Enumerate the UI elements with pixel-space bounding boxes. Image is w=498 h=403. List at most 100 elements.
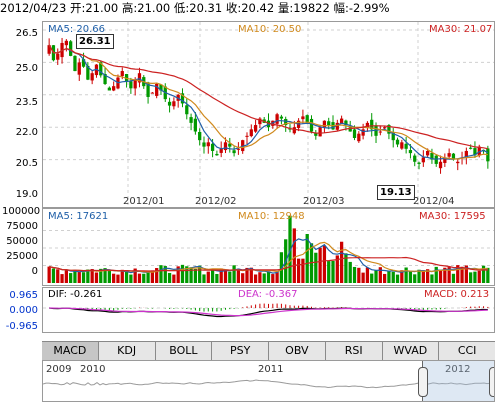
candle-body <box>155 84 159 96</box>
open-label: 开: <box>69 1 86 15</box>
ma5-legend: MA5: 20.66 <box>48 24 106 35</box>
navigator-selection[interactable] <box>422 361 494 401</box>
candle-body <box>159 84 163 91</box>
candle-body <box>357 133 361 142</box>
dif-legend: DIF: -0.261 <box>48 289 103 300</box>
volume-bar <box>60 274 64 283</box>
candle-body <box>322 120 327 128</box>
volume-bar <box>413 274 417 283</box>
volume-bar <box>116 274 120 283</box>
tab-cci[interactable]: CCI <box>439 342 495 360</box>
candle-body <box>426 150 430 156</box>
volume-bar <box>275 272 279 283</box>
volume-bar <box>434 266 438 283</box>
volume-bar <box>477 270 481 283</box>
volume-bar <box>296 258 301 283</box>
candle-body <box>305 115 309 123</box>
candle-body <box>56 53 60 60</box>
tab-wvad[interactable]: WVAD <box>382 342 440 360</box>
dea-legend: DEA: -0.367 <box>238 289 298 300</box>
nav-year-label: 2011 <box>258 364 284 375</box>
macd-chart-panel[interactable]: DIF: -0.261 DEA: -0.367 MACD: 0.213 <box>42 287 495 333</box>
volume-bar <box>64 270 68 283</box>
volume-bar <box>137 273 142 283</box>
tab-psy[interactable]: PSY <box>212 342 269 360</box>
ma5-line <box>48 44 489 160</box>
tab-obv[interactable]: OBV <box>269 342 326 360</box>
dif-line <box>49 307 488 318</box>
candle-body <box>408 150 413 154</box>
timeline-navigator[interactable]: 2009 2010 2011 2012 <box>42 360 495 402</box>
volume-bar <box>185 266 189 283</box>
volume-bar <box>120 269 124 283</box>
volume-bar <box>395 274 400 283</box>
candle-body <box>206 142 210 147</box>
candle-body <box>223 142 228 151</box>
candle-body <box>90 73 94 81</box>
volume-bar <box>223 270 228 283</box>
candle-body <box>413 155 417 162</box>
tab-macd[interactable]: MACD <box>42 342 99 360</box>
macd-ytick: 0.965 <box>9 290 38 301</box>
volume-bar <box>426 269 430 283</box>
volume-bar <box>301 258 305 283</box>
volume-bar <box>266 271 271 283</box>
low-label: 低: <box>173 1 190 15</box>
vol-ma5-legend: MA5: 17621 <box>48 211 109 222</box>
candle-body <box>391 132 395 141</box>
volume-bar <box>236 268 241 283</box>
candle-body <box>107 87 111 91</box>
min-price-callout: 19.13 <box>377 185 415 200</box>
candle-body <box>395 139 400 145</box>
candle-body <box>69 41 73 56</box>
volume-bar <box>361 272 365 283</box>
tab-boll[interactable]: BOLL <box>155 342 213 360</box>
volume-bar <box>232 265 236 283</box>
close-value: 20.42 <box>241 1 275 15</box>
ma30-legend: MA30: 21.07 <box>429 24 493 35</box>
volume-bar <box>133 268 137 283</box>
volume-bar <box>124 270 129 283</box>
volume-bar <box>335 255 339 283</box>
candle-body <box>447 153 451 157</box>
vol-ma30-legend: MA30: 17595 <box>419 211 486 222</box>
volume-bar <box>159 265 163 283</box>
volume-bar <box>348 261 352 283</box>
volume-bar <box>176 266 180 283</box>
volume-bar <box>464 265 468 283</box>
price-chart <box>43 22 494 207</box>
candle-body <box>301 116 305 120</box>
macd-chart <box>43 303 494 318</box>
volume-chart-panel[interactable]: MA5: 17621 MA10: 12948 MA30: 17595 <box>42 208 495 286</box>
candle-body <box>249 129 253 137</box>
volume-bar <box>292 228 296 283</box>
candle-body <box>253 125 258 132</box>
candle-body <box>180 93 185 104</box>
volume-bar <box>370 273 374 283</box>
volume-bar <box>421 270 425 283</box>
price-chart-panel[interactable]: MA5: 20.66 MA10: 20.50 MA30: 21.07 26.31… <box>42 21 495 208</box>
candle-body <box>352 129 357 138</box>
macd-ytick: -0.965 <box>5 321 38 332</box>
navigator-right-handle[interactable] <box>489 367 494 397</box>
volume-bar <box>430 274 434 283</box>
volume-bar <box>318 247 322 283</box>
volume-bar <box>327 261 331 283</box>
navigator-left-handle[interactable] <box>418 367 428 397</box>
candle-body <box>348 127 352 132</box>
volume-bar <box>460 266 464 283</box>
candle-body <box>464 150 468 158</box>
volume-bar <box>198 265 202 283</box>
volume-ytick: 0 <box>31 266 38 277</box>
tab-rsi[interactable]: RSI <box>325 342 383 360</box>
volume-bar <box>155 268 159 283</box>
volume-bar <box>417 269 421 283</box>
volume-bar <box>94 272 99 283</box>
candle-body <box>81 59 86 67</box>
quote-header: 2012/04/23 开:21.00 高:21.00 低:20.31 收:20.… <box>0 0 498 16</box>
candle-body <box>400 142 404 149</box>
candle-body <box>198 131 202 141</box>
low-value: 20.31 <box>189 1 223 15</box>
tab-kdj[interactable]: KDJ <box>98 342 156 360</box>
candle-body <box>236 148 241 150</box>
